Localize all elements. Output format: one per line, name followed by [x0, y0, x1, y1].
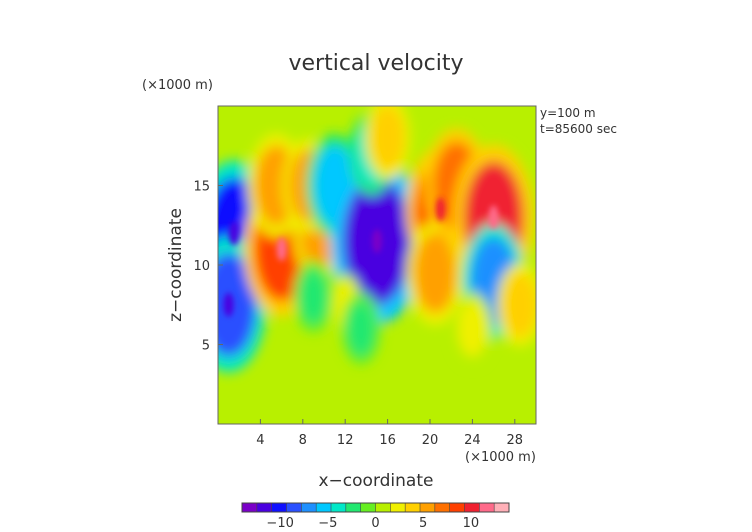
- annotation-y: y=100 m: [540, 106, 596, 120]
- colorbar-tick-label-4: 10: [463, 516, 480, 531]
- colorbar-swatch-2: [271, 503, 287, 512]
- colorbar-swatch-0: [242, 503, 258, 512]
- colorbar-swatch-13: [434, 503, 450, 512]
- colorbar-swatch-5: [316, 503, 332, 512]
- colorbar-swatch-6: [331, 503, 347, 512]
- y-tick-label-0: 5: [202, 339, 210, 354]
- x-axis-ticks: 4 8 12 16 20 24 28: [256, 419, 523, 448]
- field-core-0: [228, 221, 239, 246]
- x-unit-label: (×1000 m): [465, 450, 536, 465]
- field-feature-11: [414, 232, 457, 313]
- colorbar-swatch-8: [360, 503, 376, 512]
- field-core-7: [372, 229, 382, 254]
- x-axis-label: x−coordinate: [319, 471, 434, 491]
- x-tick-label-5: 24: [464, 433, 481, 448]
- field-feature-16: [457, 300, 487, 357]
- field-feature-18: [298, 268, 328, 325]
- colorbar-swatch-12: [420, 503, 436, 512]
- y-tick-label-2: 15: [193, 180, 210, 195]
- x-tick-label-2: 12: [337, 433, 354, 448]
- colorbar-swatch-17: [494, 503, 510, 512]
- colorbar-swatch-10: [390, 503, 406, 512]
- y-unit-label: (×1000 m): [142, 78, 213, 93]
- colorbar-swatch-14: [449, 503, 465, 512]
- field-core-2: [276, 237, 287, 262]
- annotation-t: t=85600 sec: [540, 122, 617, 136]
- field-feature-1: [218, 252, 257, 357]
- colorbar-swatch-11: [405, 503, 421, 512]
- colorbar-swatch-1: [256, 503, 272, 512]
- colorbar-swatch-4: [301, 503, 317, 512]
- colorbar-tick-label-1: −5: [318, 516, 337, 531]
- x-tick-label-6: 28: [507, 433, 524, 448]
- colorbar-swatch-9: [375, 503, 391, 512]
- field-feature-9: [370, 106, 405, 170]
- y-axis-label: z−coordinate: [166, 208, 186, 322]
- colorbar-swatch-7: [345, 503, 361, 512]
- field-core-1: [223, 292, 234, 317]
- x-tick-label-3: 16: [379, 433, 396, 448]
- colorbar: −10 −5 0 5 10: [241, 502, 510, 531]
- colorbar-tick-label-0: −10: [266, 516, 293, 531]
- field-feature-19: [346, 300, 376, 357]
- x-tick-label-4: 20: [422, 433, 439, 448]
- colorbar-tick-label-3: 5: [419, 516, 427, 531]
- field-core-13: [488, 205, 499, 230]
- chart-title: vertical velocity: [288, 51, 463, 76]
- colorbar-tick-label-2: 0: [371, 516, 379, 531]
- y-tick-label-1: 10: [193, 259, 210, 274]
- colorbar-swatch-15: [464, 503, 480, 512]
- colorbar-swatch-3: [286, 503, 302, 512]
- x-tick-label-1: 8: [299, 433, 307, 448]
- field-feature-15: [503, 272, 536, 337]
- x-tick-label-0: 4: [256, 433, 264, 448]
- velocity-field: [218, 106, 536, 424]
- y-axis-ticks: 5 10 15: [193, 180, 223, 354]
- field-core-10: [435, 197, 446, 222]
- colorbar-swatch-16: [479, 503, 495, 512]
